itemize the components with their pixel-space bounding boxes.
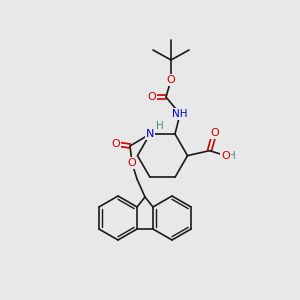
Text: O: O bbox=[148, 92, 156, 102]
Text: O: O bbox=[128, 158, 136, 168]
Text: O: O bbox=[112, 139, 120, 149]
Text: N: N bbox=[146, 129, 154, 139]
Text: H: H bbox=[228, 151, 236, 161]
Text: O: O bbox=[210, 128, 219, 138]
Text: O: O bbox=[167, 75, 176, 85]
Text: H: H bbox=[156, 121, 164, 131]
Text: O: O bbox=[221, 151, 230, 161]
Text: NH: NH bbox=[172, 109, 188, 119]
